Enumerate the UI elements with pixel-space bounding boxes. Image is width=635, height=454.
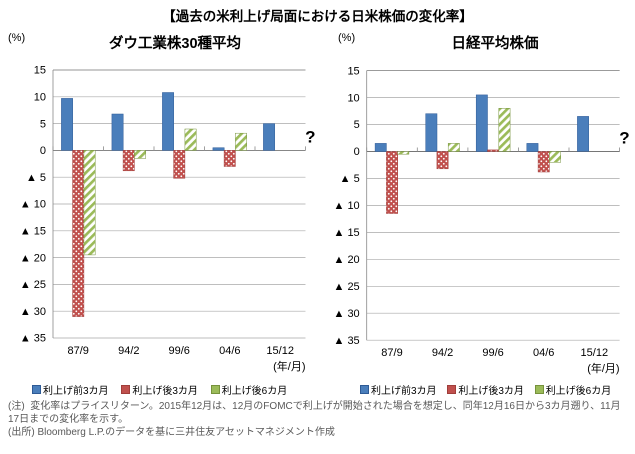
svg-text:(年/月): (年/月) [587, 361, 619, 375]
svg-text:▲ 10: ▲ 10 [334, 200, 360, 212]
svg-text:0: 0 [354, 146, 360, 158]
svg-text:▲ 5: ▲ 5 [340, 173, 360, 185]
svg-text:5: 5 [354, 119, 360, 131]
svg-text:04/6: 04/6 [533, 347, 554, 359]
svg-text:▲ 30: ▲ 30 [334, 308, 360, 320]
svg-text:▲ 25: ▲ 25 [334, 281, 360, 293]
svg-text:?: ? [619, 129, 629, 148]
svg-text:99/6: 99/6 [482, 347, 503, 359]
svg-text:▲ 15: ▲ 15 [334, 227, 360, 239]
svg-text:▲ 20: ▲ 20 [334, 254, 360, 266]
svg-text:▲ 35: ▲ 35 [334, 335, 360, 347]
svg-text:87/9: 87/9 [381, 347, 402, 359]
svg-text:94/2: 94/2 [432, 347, 453, 359]
svg-text:15: 15 [347, 65, 359, 77]
svg-text:15/12: 15/12 [581, 347, 609, 359]
svg-text:10: 10 [347, 92, 359, 104]
